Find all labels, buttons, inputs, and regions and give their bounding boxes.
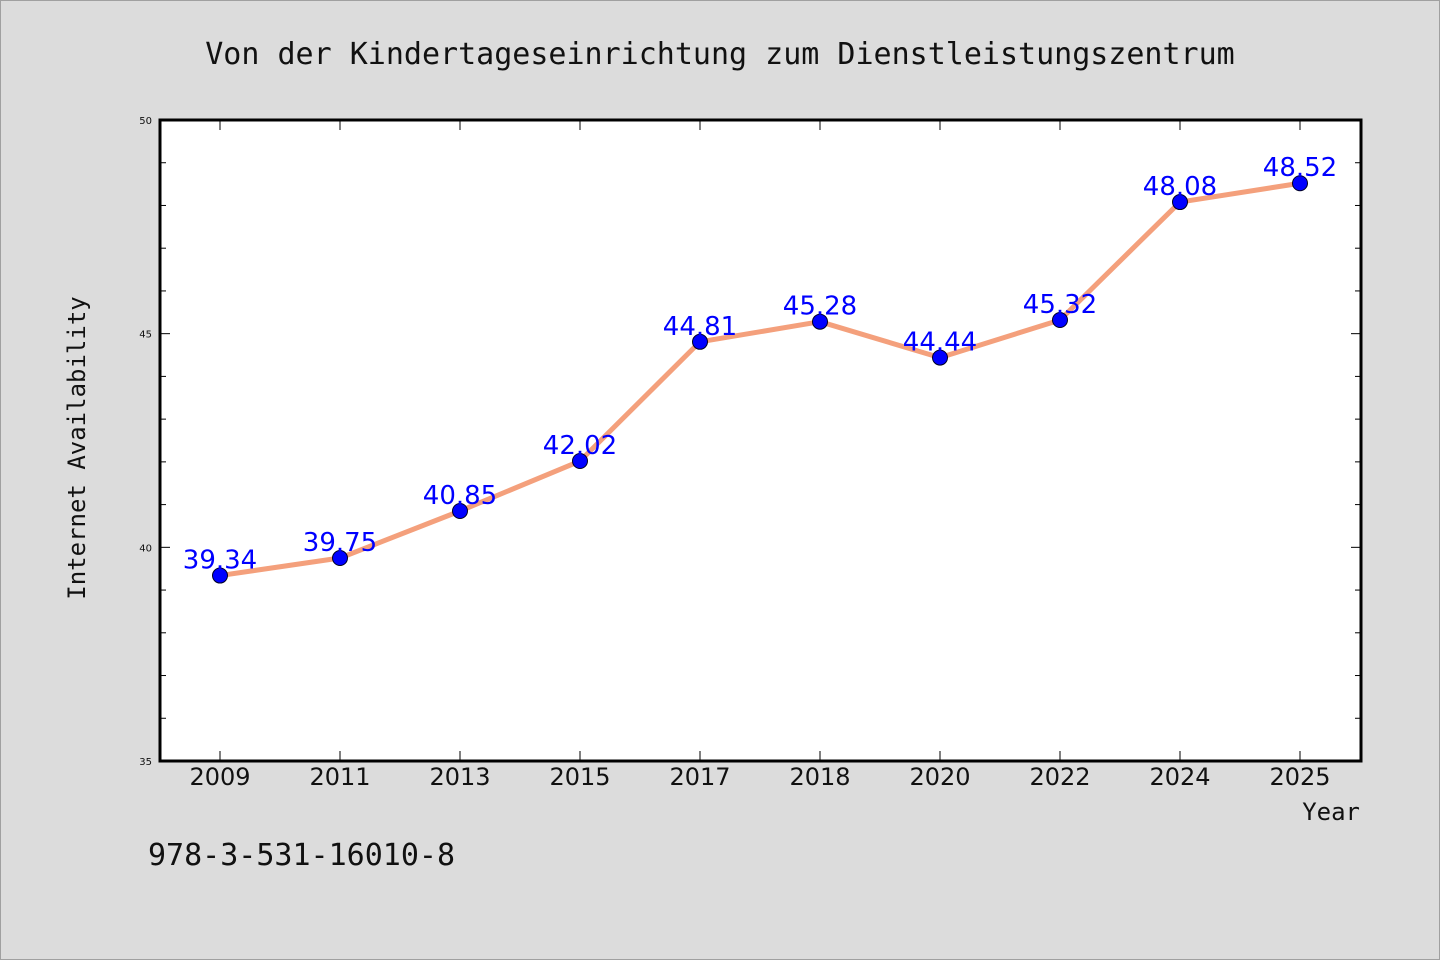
data-label: 39.34: [183, 546, 257, 576]
data-point: [452, 503, 468, 520]
x-tick-label: 2020: [909, 763, 970, 791]
y-tick-label: 45: [139, 330, 152, 341]
x-tick-label: 2022: [1029, 763, 1090, 791]
data-point: [692, 333, 708, 350]
data-label: 45.32: [1023, 290, 1097, 320]
data-point: [932, 349, 948, 366]
data-label: 48.52: [1263, 153, 1337, 183]
data-label: 48.08: [1143, 172, 1217, 202]
plot-border: [158, 118, 1363, 763]
x-axis: 2009 2011 2013 2015 2017 2018 2020 2022 2024 2025: [189, 120, 1331, 791]
data-label: 42.02: [543, 431, 617, 461]
x-tick-label: 2025: [1269, 763, 1330, 791]
series-line-group: 39.34 39.75 40.85 42.02 44.81 45.28 44.44 45.32…: [183, 153, 1337, 584]
plot-area: [160, 120, 1361, 761]
isbn-text: 978-3-531-16010-8: [148, 838, 455, 873]
data-label: 44.81: [663, 312, 737, 342]
data-point: [332, 550, 348, 567]
x-tick-label: 2015: [549, 763, 610, 791]
data-point: [812, 313, 828, 330]
x-tick-label: 2017: [669, 763, 730, 791]
chart-title: Von der Kindertageseinrichtung zum Diens…: [205, 37, 1235, 72]
x-tick-label: 2009: [189, 763, 250, 791]
data-label: 39.75: [303, 528, 377, 558]
data-point: [212, 567, 228, 584]
data-point: [1292, 175, 1308, 192]
x-axis-label: Year: [1302, 798, 1360, 826]
data-point: [572, 453, 588, 470]
x-tick-label: 2011: [309, 763, 370, 791]
series-line: [217, 180, 1303, 579]
y-tick-label: 35: [139, 757, 152, 768]
data-label: 44.44: [903, 328, 977, 358]
x-tick-label: 2024: [1149, 763, 1210, 791]
data-point: [1052, 311, 1068, 328]
y-tick-label: 50: [139, 116, 152, 127]
x-tick-label: 2013: [429, 763, 490, 791]
data-point: [1172, 194, 1188, 211]
data-label: 45.28: [783, 292, 857, 322]
x-tick-label: 2018: [789, 763, 850, 791]
y-tick-label: 40: [139, 543, 152, 554]
y-axis-label: Internet Availability: [63, 296, 91, 599]
data-label: 40.85: [423, 481, 497, 511]
